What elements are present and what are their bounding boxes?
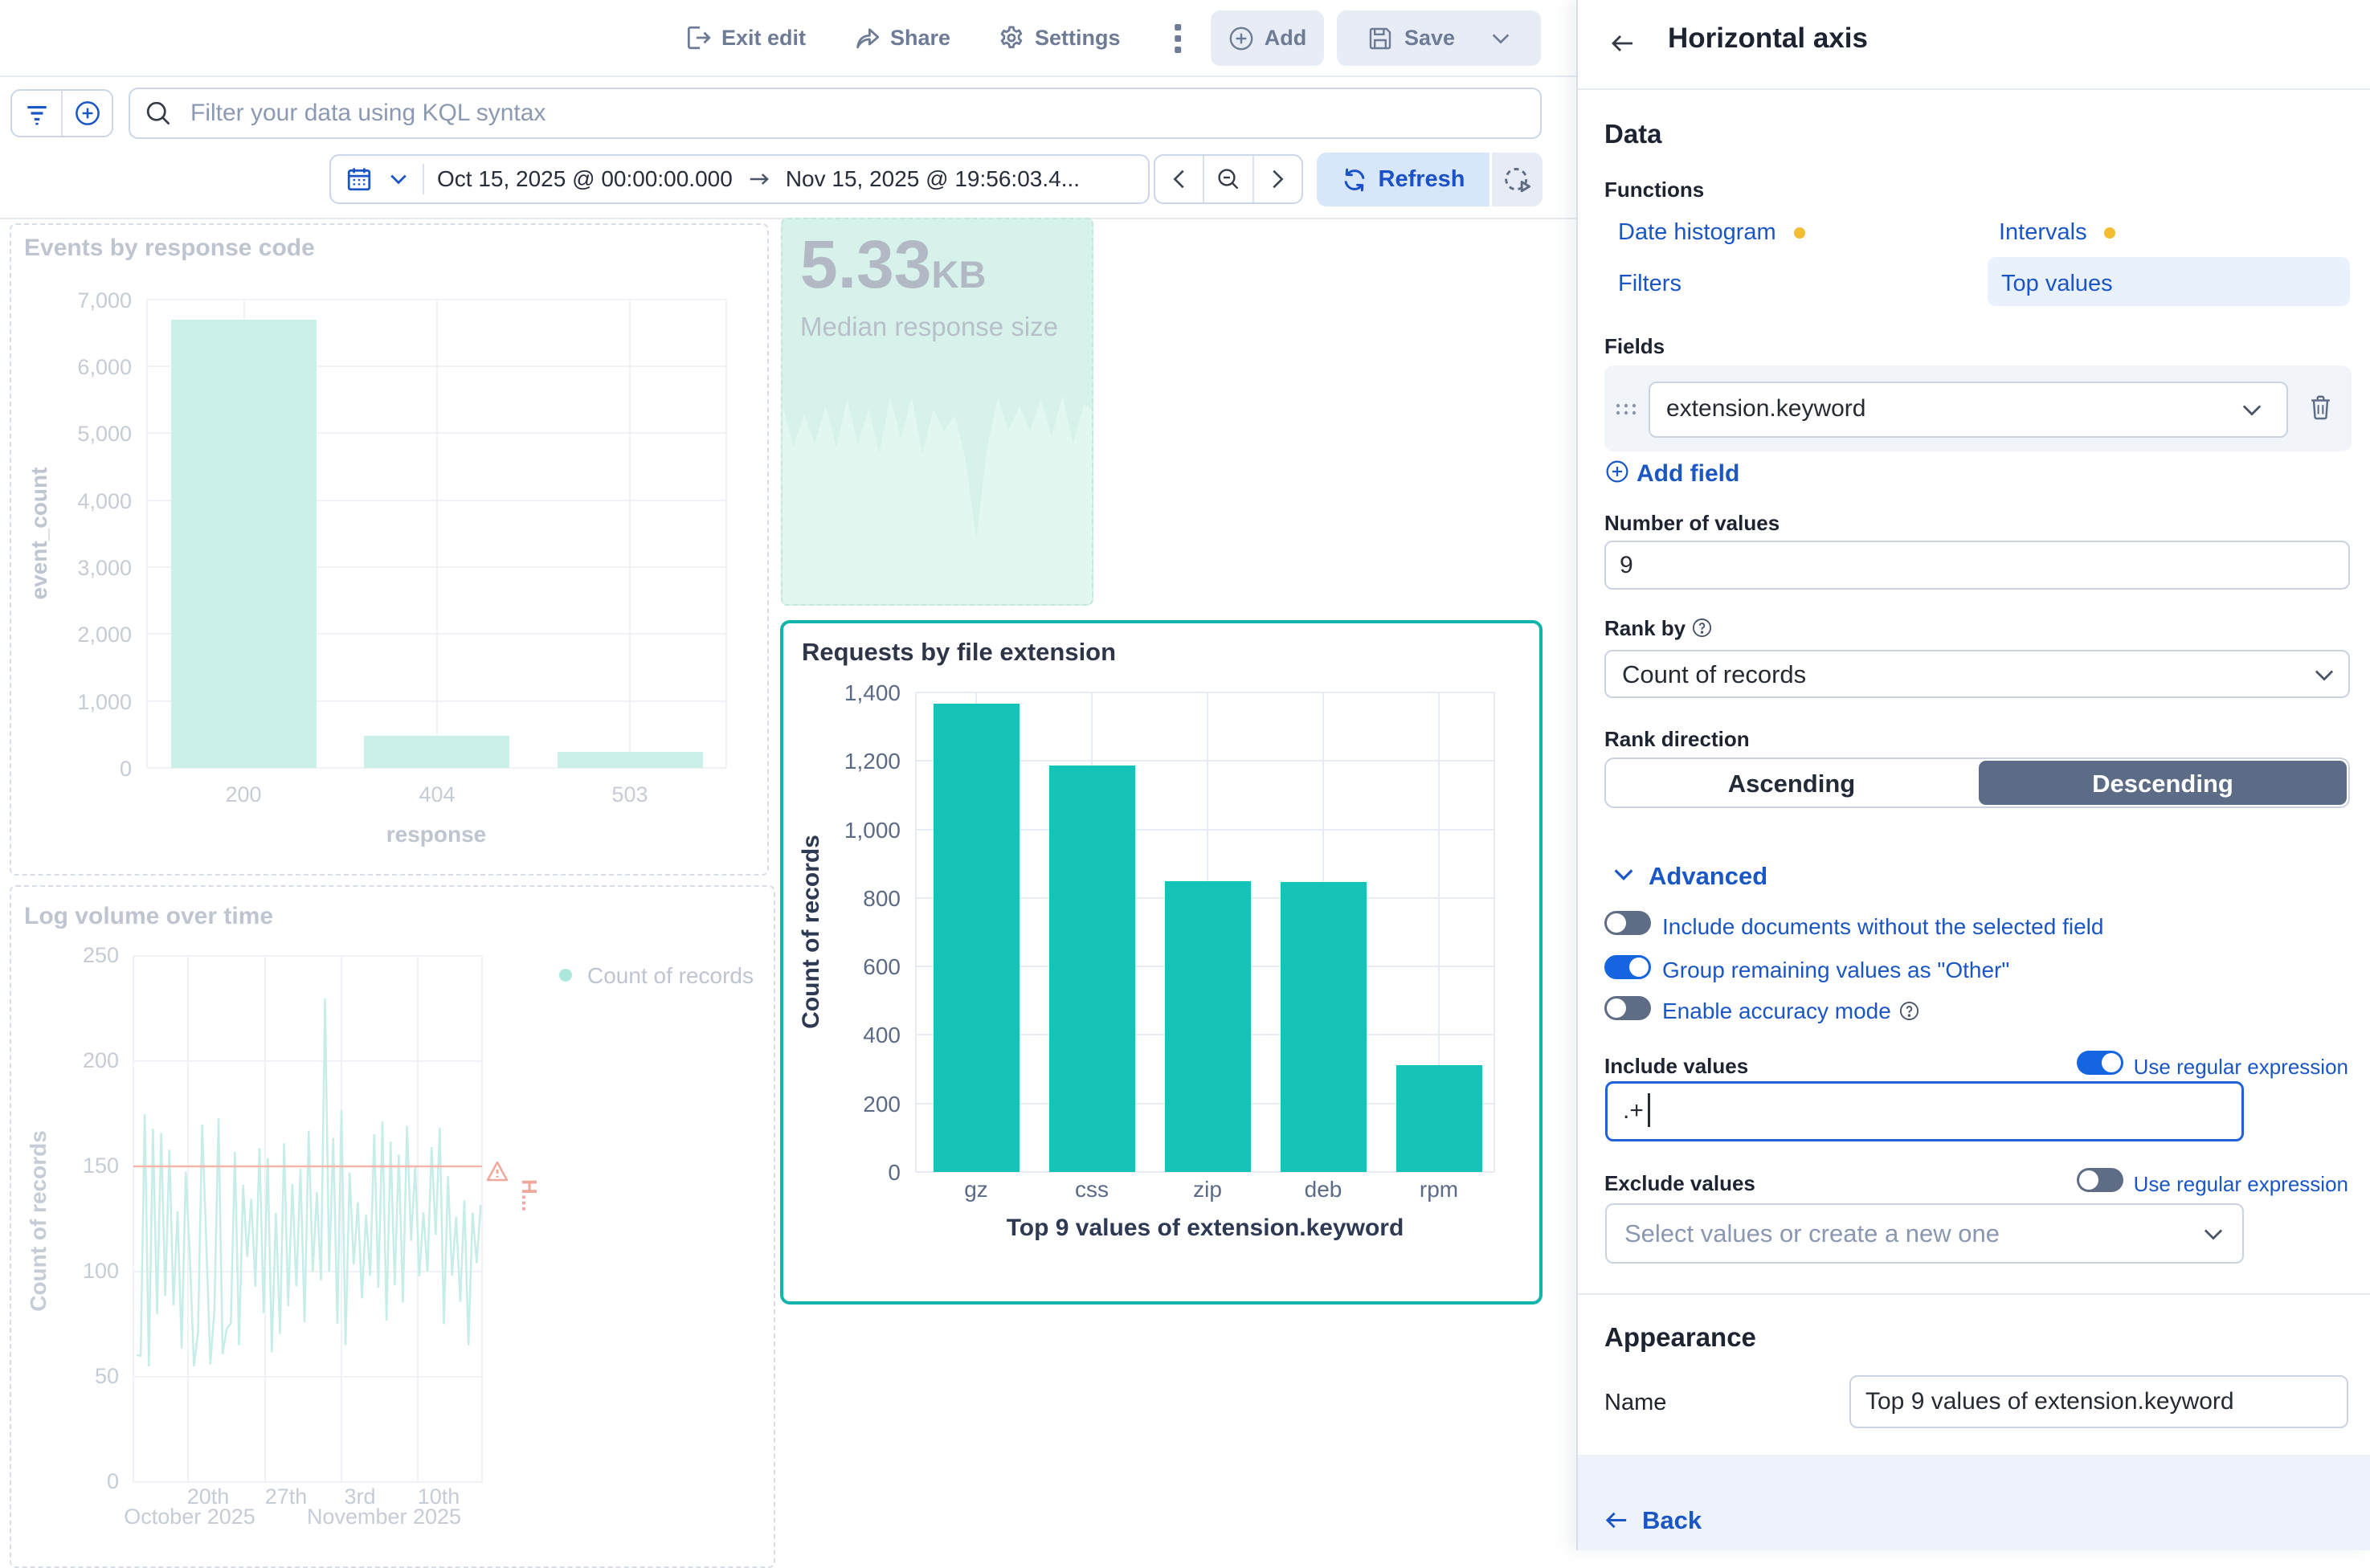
svg-text:6,000: 6,000 [77, 355, 132, 379]
svg-text:November 2025: November 2025 [307, 1505, 461, 1529]
svg-text:1,200: 1,200 [844, 749, 901, 774]
svg-text:200: 200 [83, 1048, 119, 1072]
svg-text:150: 150 [83, 1154, 119, 1178]
svg-text:Count of records: Count of records [798, 835, 824, 1029]
svg-text:response: response [386, 822, 487, 847]
svg-text:rpm: rpm [1420, 1177, 1458, 1202]
svg-text:October 2025: October 2025 [124, 1505, 255, 1529]
svg-text:H...: H... [517, 1179, 541, 1211]
svg-text:Count of records: Count of records [26, 1130, 51, 1312]
svg-text:css: css [1075, 1177, 1109, 1202]
svg-text:Requests by file extension: Requests by file extension [802, 638, 1116, 666]
svg-text:Top 9 values of extension.keyw: Top 9 values of extension.keyword [1007, 1215, 1404, 1241]
svg-text:0: 0 [107, 1469, 119, 1493]
svg-text:deb: deb [1305, 1177, 1342, 1202]
svg-text:50: 50 [95, 1364, 119, 1388]
svg-text:250: 250 [83, 943, 119, 967]
svg-text:Events by response code: Events by response code [24, 235, 315, 261]
svg-text:600: 600 [863, 954, 901, 979]
svg-text:404: 404 [419, 782, 455, 806]
svg-text:3,000: 3,000 [77, 556, 132, 580]
svg-text:1,000: 1,000 [77, 690, 132, 714]
svg-text:10th: 10th [418, 1484, 460, 1509]
svg-text:5,000: 5,000 [77, 422, 132, 446]
svg-text:200: 200 [225, 782, 261, 806]
svg-text:event_count: event_count [27, 468, 51, 600]
svg-text:zip: zip [1193, 1177, 1222, 1202]
svg-text:4,000: 4,000 [77, 489, 132, 513]
svg-text:3rd: 3rd [344, 1484, 375, 1509]
svg-text:400: 400 [863, 1023, 901, 1047]
svg-text:Count of records: Count of records [587, 963, 754, 988]
svg-text:800: 800 [863, 886, 901, 911]
svg-text:100: 100 [83, 1259, 119, 1283]
svg-text:gz: gz [964, 1177, 988, 1202]
svg-text:7,000: 7,000 [77, 288, 132, 312]
svg-text:0: 0 [120, 757, 132, 781]
svg-text:Log volume over time: Log volume over time [24, 903, 273, 929]
svg-text:1,400: 1,400 [844, 680, 901, 705]
svg-text:503: 503 [611, 782, 648, 806]
svg-text:2,000: 2,000 [77, 623, 132, 647]
svg-text:20th: 20th [187, 1484, 230, 1509]
svg-text:200: 200 [863, 1092, 901, 1117]
svg-text:27th: 27th [265, 1484, 308, 1509]
svg-text:0: 0 [888, 1160, 901, 1185]
svg-text:1,000: 1,000 [844, 818, 901, 843]
